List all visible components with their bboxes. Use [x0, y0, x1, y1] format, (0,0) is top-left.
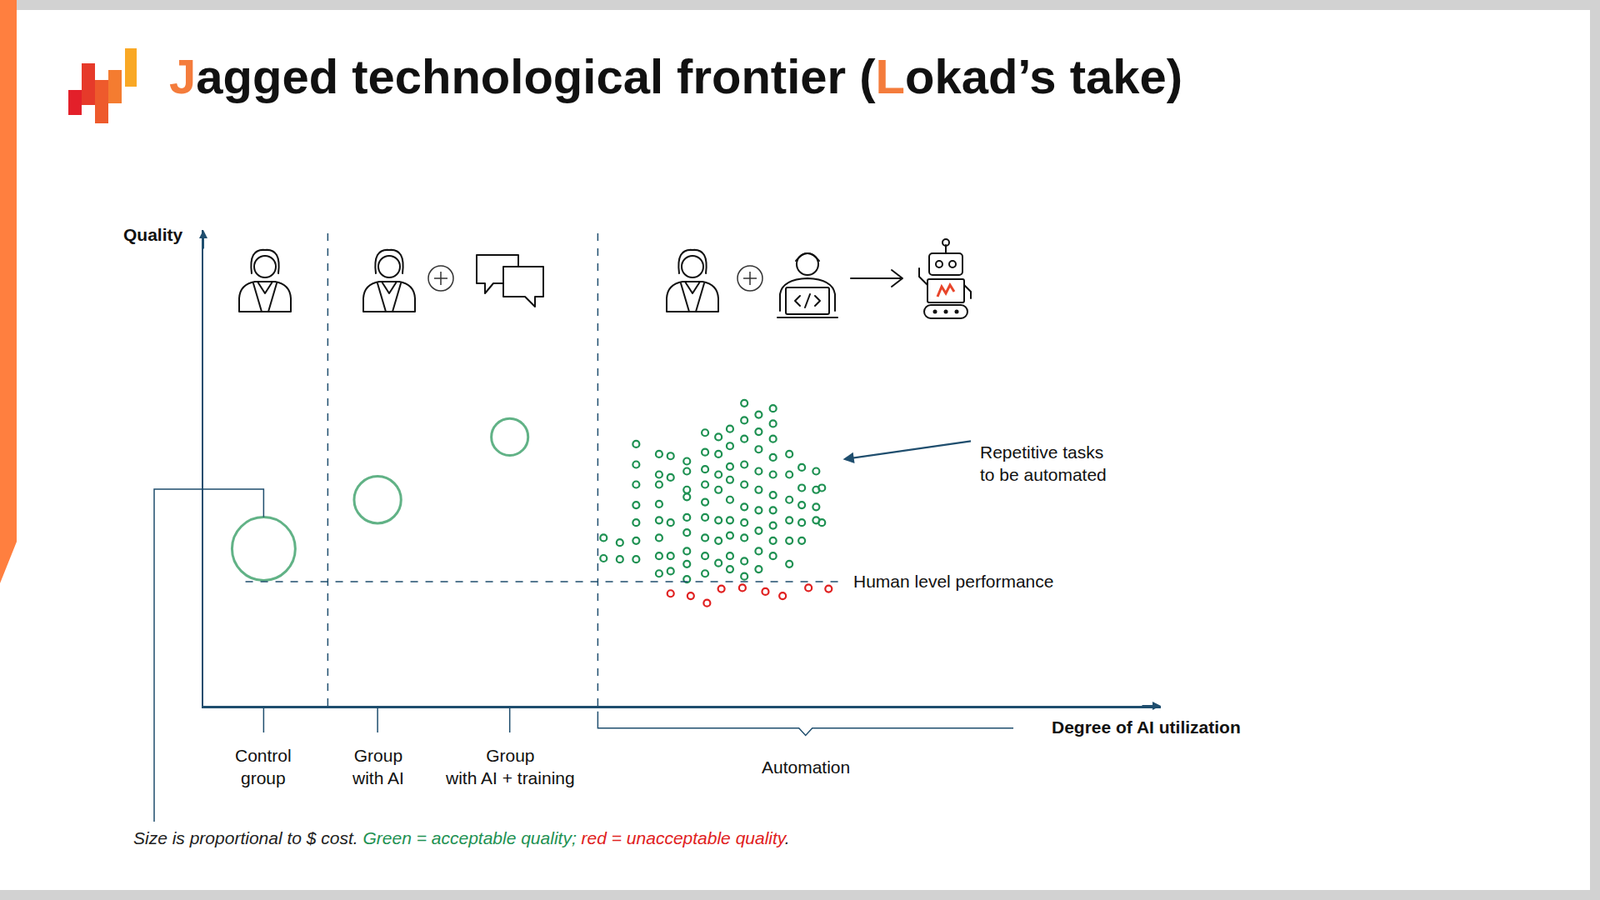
svg-text:Repetitive tasksto be automate: Repetitive tasksto be automated	[980, 442, 1107, 485]
svg-text:Groupwith AI: Groupwith AI	[351, 745, 405, 788]
html-text:J agged technological frontier: J agged technological frontier (L okad’s…	[169, 49, 1183, 104]
svg-text:Quality: Quality	[123, 225, 184, 245]
svg-text:Automation: Automation	[761, 757, 850, 777]
html-text:Size is proportional to $ cost: Size is proportional to $ cost. Green = …	[133, 828, 790, 848]
svg-text:Degree of AI utilization: Degree of AI utilization	[1051, 717, 1241, 737]
svg-text:Groupwith AI + training: Groupwith AI + training	[445, 745, 575, 788]
svg-text:Controlgroup: Controlgroup	[235, 745, 292, 788]
svg-text:Human level performance: Human level performance	[853, 571, 1054, 591]
